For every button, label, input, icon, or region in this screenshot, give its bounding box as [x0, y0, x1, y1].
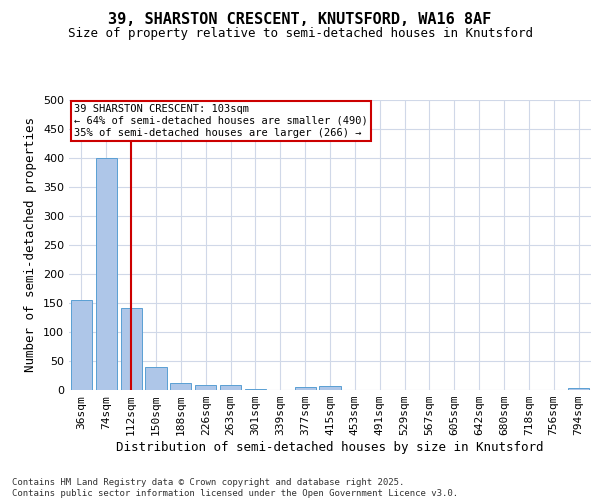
Text: Contains HM Land Registry data © Crown copyright and database right 2025.
Contai: Contains HM Land Registry data © Crown c… — [12, 478, 458, 498]
Bar — [295, 386, 316, 390]
Bar — [170, 383, 191, 390]
Bar — [568, 388, 589, 390]
Bar — [145, 367, 167, 390]
Text: Size of property relative to semi-detached houses in Knutsford: Size of property relative to semi-detach… — [67, 28, 533, 40]
Bar — [71, 300, 92, 390]
Bar — [121, 308, 142, 390]
Bar — [245, 389, 266, 390]
Bar — [220, 386, 241, 390]
Bar — [96, 158, 117, 390]
Bar — [195, 385, 216, 390]
Y-axis label: Number of semi-detached properties: Number of semi-detached properties — [25, 118, 37, 372]
Bar — [319, 386, 341, 390]
Text: 39, SHARSTON CRESCENT, KNUTSFORD, WA16 8AF: 39, SHARSTON CRESCENT, KNUTSFORD, WA16 8… — [109, 12, 491, 28]
Text: 39 SHARSTON CRESCENT: 103sqm
← 64% of semi-detached houses are smaller (490)
35%: 39 SHARSTON CRESCENT: 103sqm ← 64% of se… — [74, 104, 368, 138]
X-axis label: Distribution of semi-detached houses by size in Knutsford: Distribution of semi-detached houses by … — [116, 441, 544, 454]
